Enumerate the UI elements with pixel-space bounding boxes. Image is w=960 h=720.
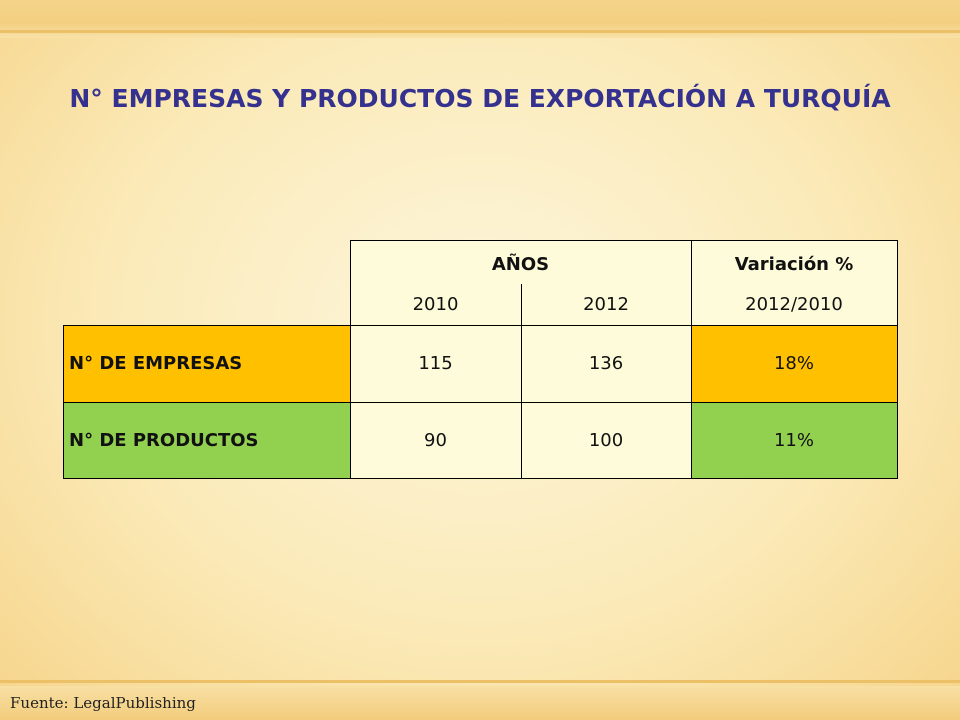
source-note: Fuente: LegalPublishing	[10, 694, 196, 712]
header-background	[350, 240, 897, 325]
grid-line	[63, 402, 898, 403]
grid-line	[350, 240, 898, 241]
top-divider	[0, 30, 960, 33]
bottom-decorative-band	[0, 686, 960, 720]
row-empresas-2010: 115	[350, 325, 521, 402]
row-empresas-2012: 136	[521, 325, 691, 402]
grid-line	[521, 284, 522, 479]
grid-line	[63, 325, 898, 326]
slide-title: N° EMPRESAS Y PRODUCTOS DE EXPORTACIÓN A…	[69, 84, 891, 113]
row-empresas-label: N° DE EMPRESAS	[63, 325, 350, 402]
row-productos-variation: 11%	[691, 402, 897, 478]
header-variation: Variación %	[734, 253, 854, 275]
row-productos-label: N° DE PRODUCTOS	[63, 402, 350, 478]
header-year-2012: 2012	[583, 294, 629, 315]
bottom-divider	[0, 680, 960, 683]
grid-line	[691, 240, 692, 479]
row-productos-2012: 100	[521, 402, 691, 478]
header-year-2010: 2010	[412, 294, 459, 315]
header-variation-period: 2012/2010	[745, 294, 843, 315]
grid-line	[897, 240, 898, 479]
grid-line	[63, 325, 64, 479]
row-empresas-variation: 18%	[691, 325, 897, 402]
grid-line	[350, 240, 351, 479]
header-years: AÑOS	[491, 253, 550, 275]
grid-line	[63, 478, 898, 479]
row-productos-2010: 90	[350, 402, 521, 478]
